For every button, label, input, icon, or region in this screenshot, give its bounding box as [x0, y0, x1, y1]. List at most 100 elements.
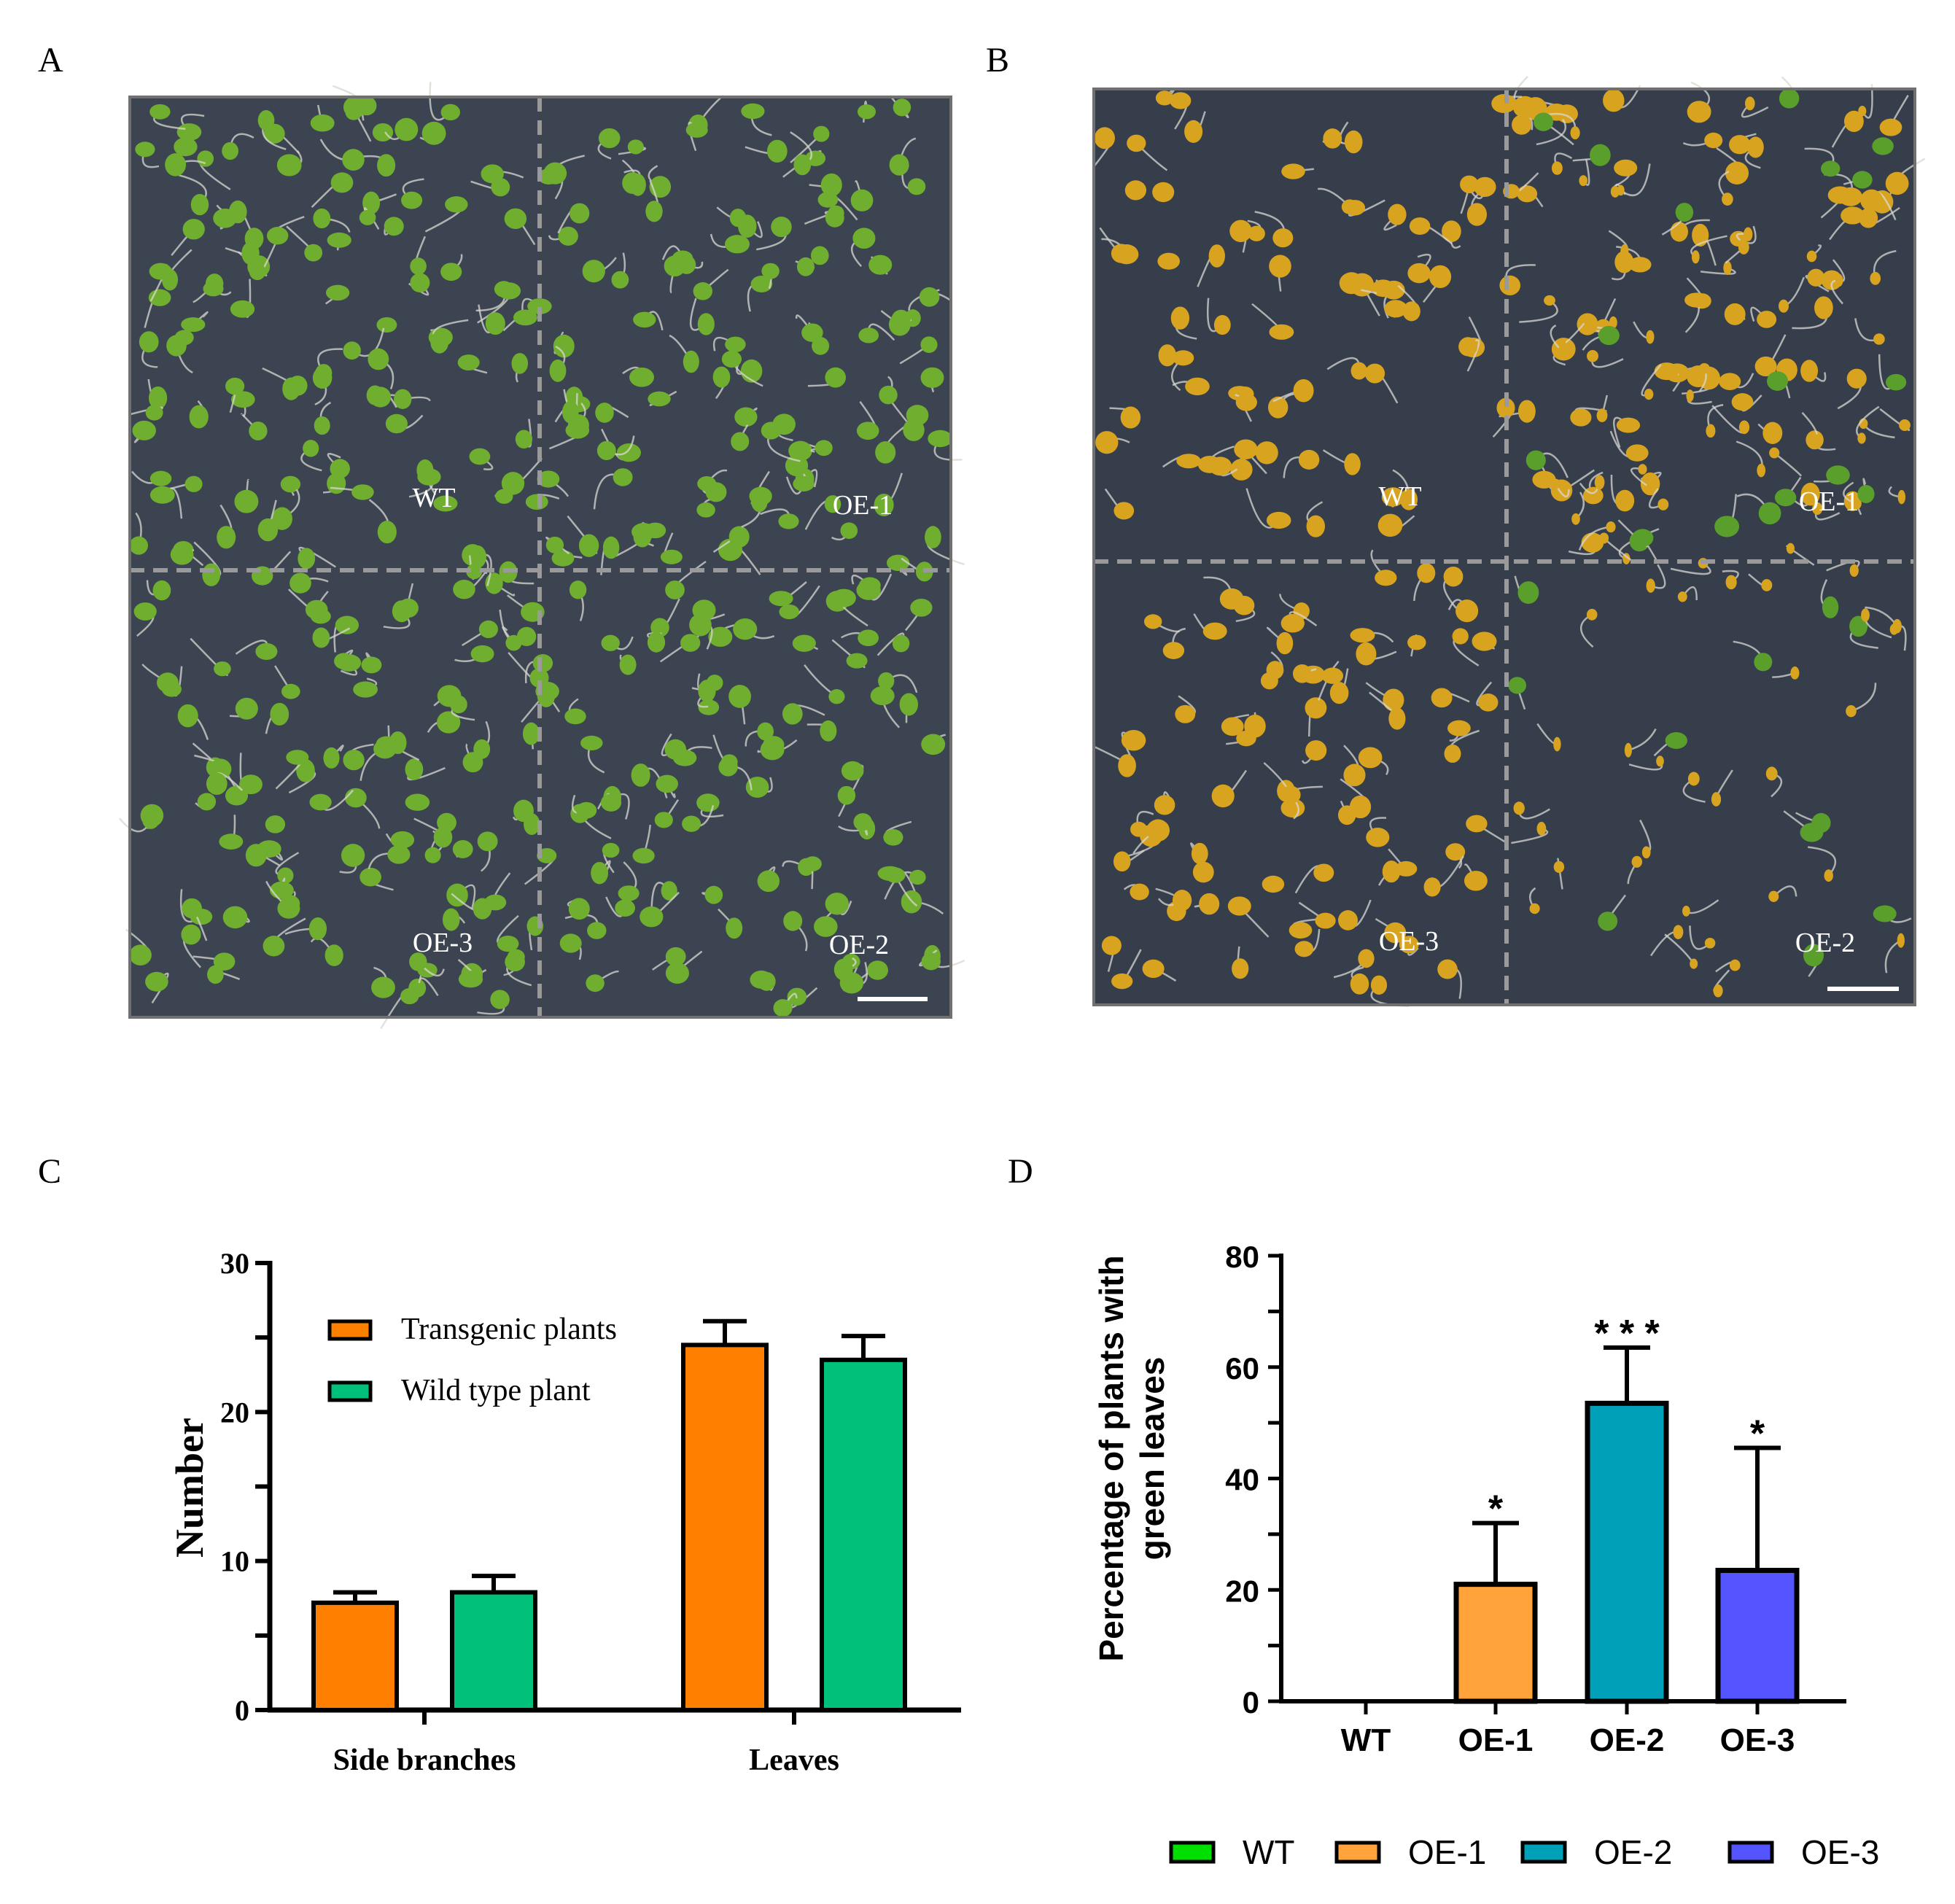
seedling-cotyledon — [1370, 975, 1388, 995]
seedling-cotyledon — [437, 685, 462, 707]
seedling-cotyledon — [773, 999, 793, 1017]
seedling-cotyledon — [824, 495, 842, 513]
seedling-cotyledon — [1722, 193, 1733, 206]
seedling-cotyledon — [1460, 175, 1479, 194]
seedling-cotyledon — [1130, 821, 1148, 837]
seedling-cotyledon — [249, 421, 268, 440]
seedling-cotyledon — [1691, 250, 1700, 264]
seedling-cotyledon — [1713, 984, 1723, 998]
seedling-cotyledon — [1811, 812, 1831, 834]
seedling-cotyledon — [1529, 903, 1540, 914]
seedling-cotyledon — [760, 739, 785, 761]
seedling-cotyledon — [1236, 730, 1256, 747]
seedling-cotyledon — [288, 376, 308, 396]
seedling-cotyledon — [840, 522, 858, 540]
seedling-cotyledon — [1377, 513, 1403, 537]
seedling-cotyledon — [1356, 642, 1377, 666]
seedling-cotyledon — [390, 831, 415, 849]
quadrant-label-oe1: OE-1 — [1799, 486, 1859, 517]
seedling-cotyledon — [313, 208, 331, 229]
seedling-cotyledon — [1431, 688, 1453, 708]
legend-label: WT — [1243, 1833, 1295, 1871]
seedling-cotyledon — [176, 123, 202, 141]
seedling-cotyledon — [1512, 114, 1532, 135]
seedling-cotyledon — [1745, 96, 1755, 111]
seedling-cotyledon — [433, 826, 453, 848]
legend-swatch — [1520, 1841, 1567, 1864]
seedling-cotyledon — [1466, 203, 1488, 226]
y-tick-label: 40 — [1225, 1463, 1259, 1497]
seedling-cotyledon — [1513, 801, 1525, 815]
seedling-cotyledon — [878, 672, 895, 690]
seedling-cotyledon — [337, 654, 362, 672]
seedling-cotyledon — [1280, 613, 1305, 633]
seedling-cotyledon — [1677, 591, 1687, 602]
seedling-cotyledon — [874, 494, 894, 516]
seedling-cotyledon — [615, 899, 636, 917]
seedling-cotyledon — [177, 704, 198, 728]
seedling-cotyledon — [803, 856, 822, 871]
seedling-cotyledon — [1731, 393, 1754, 411]
panel-c-letter: C — [38, 1152, 61, 1191]
seedling-cotyledon — [452, 840, 473, 858]
seedling-cotyledon — [267, 227, 289, 245]
seedling-cotyledon — [1646, 578, 1655, 593]
seedling-cotyledon — [234, 489, 259, 513]
seedling-cotyledon — [377, 521, 397, 544]
quadrant-label-oe2: OE-2 — [829, 930, 889, 960]
seedling-cotyledon — [1550, 478, 1561, 489]
seedling-cotyledon — [1227, 896, 1251, 916]
seedling-cotyledon — [820, 173, 842, 197]
seedling-cotyledon — [368, 348, 389, 370]
seedling-cotyledon — [327, 473, 346, 494]
legend-swatch — [1334, 1841, 1381, 1864]
seedling-cotyledon — [1267, 396, 1289, 419]
seedling-cotyledon — [833, 958, 853, 981]
seedling-cotyledon — [1111, 244, 1132, 263]
y-tick-label: 30 — [220, 1247, 249, 1280]
seedling-cotyledon — [1843, 110, 1864, 133]
seedling-cotyledon — [919, 287, 940, 307]
seedling-cotyledon — [1638, 464, 1647, 475]
seedling-cotyledon — [586, 974, 605, 992]
seedling-cotyledon — [750, 489, 768, 513]
seedling-cotyledon — [741, 103, 765, 120]
seedlings-layer — [1092, 76, 1926, 1008]
seedling-cotyledon — [903, 419, 925, 441]
seedling-cotyledon — [1598, 912, 1618, 931]
seedling-cotyledon — [1570, 408, 1592, 427]
seedling-cotyledon — [516, 626, 537, 647]
seedling-cotyledon — [281, 683, 300, 699]
seedling-cotyledon — [230, 391, 255, 408]
seedling-cotyledon — [145, 405, 163, 421]
seedling-cotyledon — [485, 312, 505, 335]
seedling-cotyledon — [1152, 182, 1175, 203]
seedling-cotyledon — [359, 209, 376, 225]
seedling-cotyledon — [214, 661, 231, 677]
seedling-cotyledon — [309, 793, 332, 811]
seedling-cotyledon — [1266, 661, 1284, 680]
seedling-cotyledon — [1841, 206, 1865, 225]
seedling-cotyledon — [165, 153, 187, 176]
seedling-cotyledon — [265, 815, 286, 834]
seedling-cotyledon — [1754, 653, 1773, 672]
seedling-cotyledon — [478, 620, 498, 638]
seedling-cotyledon — [907, 178, 926, 195]
seedling-cotyledon — [1586, 608, 1598, 621]
seedling-cotyledon — [1142, 959, 1165, 979]
seedling-cotyledon — [793, 475, 815, 491]
seedling-cotyledon — [648, 391, 671, 407]
seedling-cotyledon — [384, 217, 404, 236]
seedling-cotyledon — [825, 893, 850, 915]
significance-label: * — [1750, 1413, 1765, 1455]
seedling-cotyledon — [810, 246, 829, 265]
seedling-cotyledon — [1248, 225, 1265, 241]
seedling-cotyledon — [529, 668, 549, 688]
seedling-cotyledon — [1321, 667, 1344, 684]
legend-label: Wild type plant — [401, 1374, 591, 1407]
seedling-cotyledon — [576, 801, 597, 819]
seedling-cotyledon — [831, 588, 856, 607]
seedling-cotyledon — [1350, 628, 1375, 643]
seedling-cotyledon — [1229, 219, 1252, 242]
seedling-cotyledon — [132, 420, 156, 440]
